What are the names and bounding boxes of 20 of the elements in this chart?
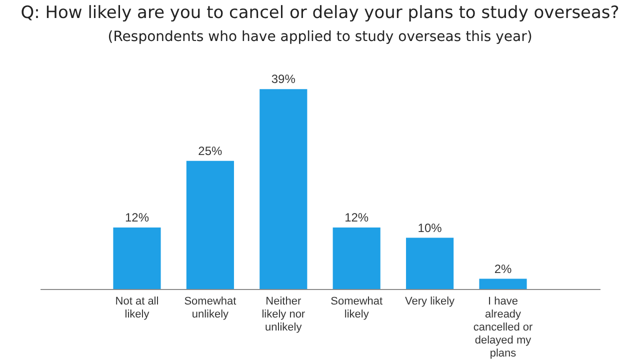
bar (260, 89, 308, 289)
bar (113, 228, 161, 289)
bar (406, 238, 454, 289)
bar (186, 160, 234, 289)
x-tick-label: Very likely (405, 296, 456, 308)
data-label: 25% (198, 144, 223, 158)
x-tick-label: Not at all likely (115, 296, 159, 320)
chart-title: Q: How likely are you to cancel or delay your plans to study overseas? (20, 3, 620, 24)
chart-subtitle: (Respondents who have applied to study overseas this year) (108, 29, 532, 46)
data-label: 12% (344, 210, 369, 224)
bar (332, 228, 380, 289)
x-tick-label: Somewhat likely (330, 296, 383, 320)
bar (479, 278, 527, 289)
x-tick-label: Neither likely nor unlikely (262, 296, 306, 334)
data-label: 12% (124, 210, 150, 224)
data-label: 10% (418, 220, 442, 235)
data-label: 2% (494, 262, 512, 276)
x-tick-label: Somewhat unlikely (184, 296, 236, 320)
x-tick-label: I have already cancelled or delayed my plans (473, 296, 533, 360)
data-label: 39% (271, 72, 296, 86)
